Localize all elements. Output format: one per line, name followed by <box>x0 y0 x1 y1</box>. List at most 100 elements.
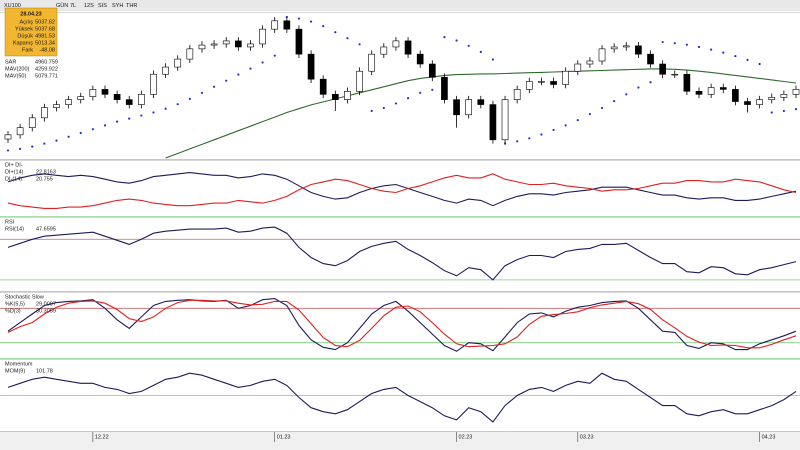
sar-dot <box>212 85 216 88</box>
candle-body <box>792 89 800 95</box>
series-line <box>7 172 797 207</box>
candle-body <box>671 73 679 76</box>
sar-dot <box>722 51 725 54</box>
info-value: 4981.53 <box>35 33 55 39</box>
panel-title: RSI <box>5 219 15 225</box>
sar-dot <box>479 50 482 53</box>
candle-body <box>4 134 12 140</box>
series-line <box>7 299 797 349</box>
x-tick-label: 01.23 <box>277 434 291 440</box>
toolbar-button[interactable]: THR <box>126 3 137 9</box>
candle-body <box>101 89 109 95</box>
candle-body <box>562 70 569 85</box>
candle-body <box>150 73 157 95</box>
sar-dot <box>55 139 58 142</box>
x-axis-strip <box>0 432 800 450</box>
series-line <box>7 173 797 209</box>
sar-dot <box>31 145 34 148</box>
series-last: 101.78 <box>36 368 53 374</box>
candle-body <box>356 70 363 92</box>
series-last: 47.6595 <box>36 226 56 232</box>
sar-dot <box>334 31 337 34</box>
sar-dot <box>443 36 446 39</box>
candle-body <box>695 91 703 95</box>
x-tick-label: 12.22 <box>95 434 109 440</box>
sar-dot <box>516 140 519 143</box>
series-last: 29.0097 <box>36 301 56 307</box>
sar-dot <box>467 44 470 47</box>
toolbar-button[interactable]: SIS <box>98 3 107 9</box>
sar-dot <box>661 40 664 44</box>
sar-dot <box>697 45 701 49</box>
candle-body <box>65 99 72 105</box>
candle-body <box>174 58 182 68</box>
series-name: RSI(14) <box>5 226 24 232</box>
candle-body <box>392 40 400 48</box>
candle-body <box>113 94 121 100</box>
candle-body <box>247 43 254 48</box>
info-value: 5037.62 <box>35 19 55 25</box>
candle-body <box>732 89 739 102</box>
sar-dot <box>625 93 628 96</box>
candle-body <box>41 107 48 119</box>
sar-dot <box>431 88 434 91</box>
candle-body <box>404 40 412 55</box>
sar-dot <box>200 91 204 94</box>
sar-dot <box>746 58 749 61</box>
candle-body <box>610 46 618 50</box>
sar-dot <box>552 128 555 132</box>
toolbar-button[interactable]: GÜN <box>56 2 68 9</box>
candle-body <box>77 96 85 100</box>
candle-body <box>768 97 776 100</box>
sar-dot <box>152 111 155 114</box>
sar-dot <box>188 97 191 100</box>
toolbar-button[interactable]: XU100 <box>4 3 21 9</box>
candle-body <box>271 20 279 30</box>
toolbar-button[interactable]: 7L <box>70 3 76 9</box>
legend-value: 5079.771 <box>35 73 58 79</box>
candle-body <box>683 73 691 92</box>
candle-body <box>368 53 376 72</box>
series-line <box>7 226 797 281</box>
sar-dot <box>770 111 773 114</box>
candle-body <box>598 48 606 62</box>
candle-body <box>28 117 36 128</box>
candle-body <box>53 104 60 108</box>
candle-body <box>162 66 169 75</box>
sar-dot <box>6 149 10 152</box>
sar-dot <box>491 58 495 61</box>
sar-dot <box>176 103 179 106</box>
sar-dot <box>128 117 131 120</box>
sar-dot <box>249 67 252 70</box>
sar-dot <box>613 100 616 103</box>
series-name: DI+(14) <box>5 169 24 175</box>
candle-body <box>235 40 242 48</box>
info-date: 28.04.23 <box>20 11 41 17</box>
sar-dot <box>370 109 373 113</box>
sar-dot <box>225 79 228 82</box>
series-name: %D(3) <box>5 308 21 314</box>
info-value: 5037.68 <box>35 26 55 32</box>
sar-dot <box>309 20 313 23</box>
sar-dot <box>794 108 798 111</box>
series-name: DI-(14) <box>5 176 22 182</box>
candle-body <box>756 99 763 105</box>
sar-dot <box>346 37 349 40</box>
sar-dot <box>576 119 579 122</box>
sar-dot <box>103 124 107 127</box>
candle-body <box>283 20 291 30</box>
sar-dot <box>322 25 325 28</box>
candle-body <box>538 81 545 83</box>
panel-title: DI+ DI- <box>5 162 23 168</box>
candle-body <box>186 48 194 60</box>
candle-body <box>295 28 303 55</box>
toolbar-button[interactable]: SYH <box>112 3 123 9</box>
sar-dot <box>637 86 640 89</box>
toolbar <box>0 0 800 11</box>
legend-name: SAR <box>5 59 16 65</box>
sar-dot <box>419 91 422 94</box>
sar-dot <box>782 109 785 113</box>
candle-body <box>744 101 751 105</box>
toolbar-button[interactable]: 12S <box>84 3 94 9</box>
sar-dot <box>297 17 301 20</box>
